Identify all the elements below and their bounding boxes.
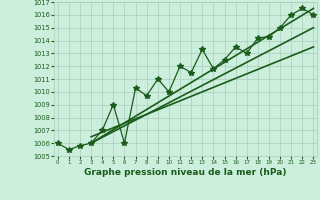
X-axis label: Graphe pression niveau de la mer (hPa): Graphe pression niveau de la mer (hPa) (84, 168, 287, 177)
